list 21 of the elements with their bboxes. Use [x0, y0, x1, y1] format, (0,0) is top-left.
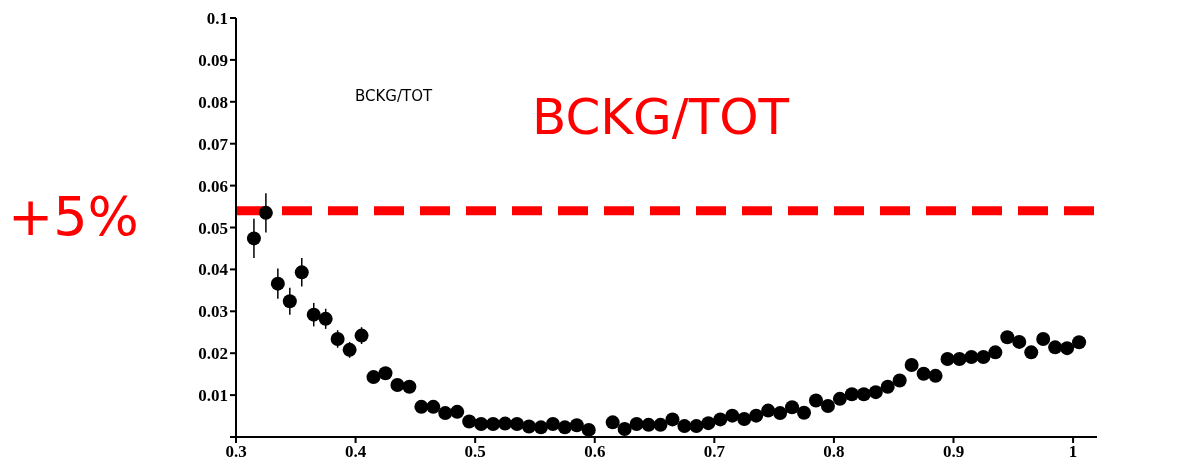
x-tick-label: 0.9 [942, 442, 965, 462]
y-tick-label: 0.04 [198, 260, 229, 280]
x-tick-label: 0.4 [344, 442, 367, 462]
x-tick-label: 0.8 [823, 442, 845, 462]
y-tick-label: 0.09 [198, 50, 228, 70]
x-tick-label: 0.6 [584, 442, 606, 462]
annotation: BCKG/TOT [355, 87, 433, 105]
y-tick-label: 0.01 [198, 386, 228, 406]
x-tick-label: 0.7 [703, 442, 726, 462]
y-tick-label: 0.05 [198, 218, 228, 238]
ref-line-label: +5% [8, 184, 139, 248]
y-tick-label: 0.07 [198, 134, 229, 154]
y-tick-label: 0.03 [198, 302, 228, 322]
y-tick-label: 0.08 [198, 92, 228, 112]
annotation: BCKG/TOT [532, 88, 790, 146]
y-tick-label: 0.06 [198, 176, 228, 196]
y-tick-label: 0.1 [206, 9, 228, 29]
x-tick-label: 0.5 [464, 442, 486, 462]
x-tick-label: 1 [1068, 442, 1078, 462]
y-tick-label: 0.02 [198, 344, 228, 364]
x-tick-label: 0.3 [225, 442, 247, 462]
